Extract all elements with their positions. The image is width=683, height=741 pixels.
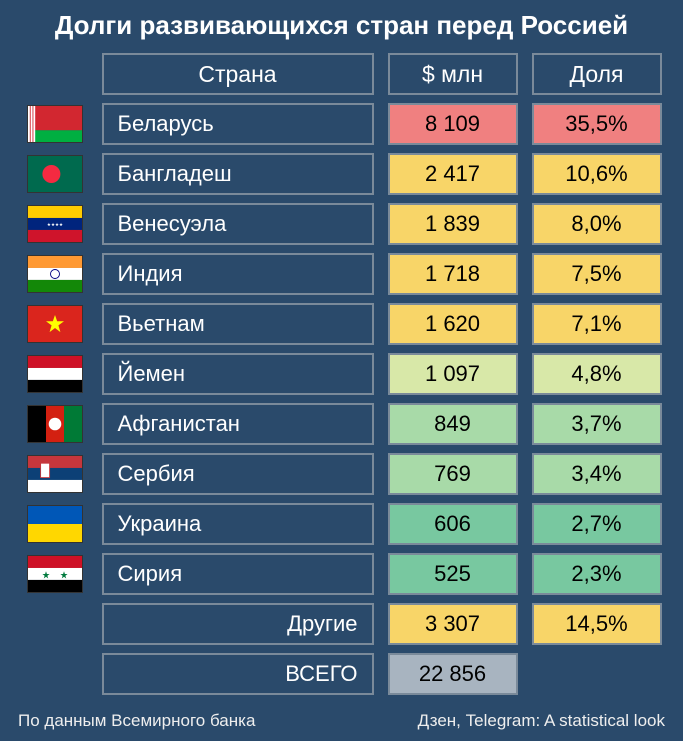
share-value: 8,0% [532,203,662,245]
footer-source: По данным Всемирного банка [18,711,255,731]
footer: По данным Всемирного банка Дзен, Telegra… [14,711,669,731]
flag-icon [22,153,88,195]
amount-value: 1 620 [388,303,518,345]
share-value: 3,4% [532,453,662,495]
amount-value: 1 097 [388,353,518,395]
col-header-country: Страна [102,53,374,95]
amount-value: 769 [388,453,518,495]
flag-icon [22,553,88,595]
data-table: Страна $ млн Доля Беларусь 8 109 35,5% Банг… [14,53,669,695]
chart-title: Долги развивающихся стран перед Россией [14,10,669,41]
spacer [22,603,88,645]
total-amount: 22 856 [388,653,518,695]
flag-icon [22,303,88,345]
amount-value: 849 [388,403,518,445]
col-header-share: Доля [532,53,662,95]
country-name: Йемен [102,353,374,395]
country-name: Беларусь [102,103,374,145]
flag-icon [22,103,88,145]
amount-value: 606 [388,503,518,545]
country-name: Сирия [102,553,374,595]
flag-icon: ★★★★ [22,203,88,245]
amount-value: 1 718 [388,253,518,295]
share-value: 35,5% [532,103,662,145]
spacer [532,653,662,695]
country-name: Вьетнам [102,303,374,345]
share-value: 7,5% [532,253,662,295]
share-value: 7,1% [532,303,662,345]
country-name: Сербия [102,453,374,495]
amount-value: 1 839 [388,203,518,245]
footer-credit: Дзен, Telegram: A statistical look [418,711,665,731]
flag-icon [22,253,88,295]
spacer [22,653,88,695]
total-label: ВСЕГО [102,653,374,695]
col-header-amount: $ млн [388,53,518,95]
other-amount: 3 307 [388,603,518,645]
country-name: Украина [102,503,374,545]
flag-icon [22,403,88,445]
amount-value: 525 [388,553,518,595]
share-value: 2,7% [532,503,662,545]
header-spacer [22,53,88,95]
share-value: 4,8% [532,353,662,395]
flag-icon [22,453,88,495]
flag-icon [22,503,88,545]
flag-icon [22,353,88,395]
svg-text:★★★★: ★★★★ [46,222,63,227]
amount-value: 2 417 [388,153,518,195]
country-name: Индия [102,253,374,295]
other-label: Другие [102,603,374,645]
share-value: 3,7% [532,403,662,445]
amount-value: 8 109 [388,103,518,145]
share-value: 2,3% [532,553,662,595]
country-name: Афганистан [102,403,374,445]
country-name: Бангладеш [102,153,374,195]
share-value: 10,6% [532,153,662,195]
other-share: 14,5% [532,603,662,645]
country-name: Венесуэла [102,203,374,245]
